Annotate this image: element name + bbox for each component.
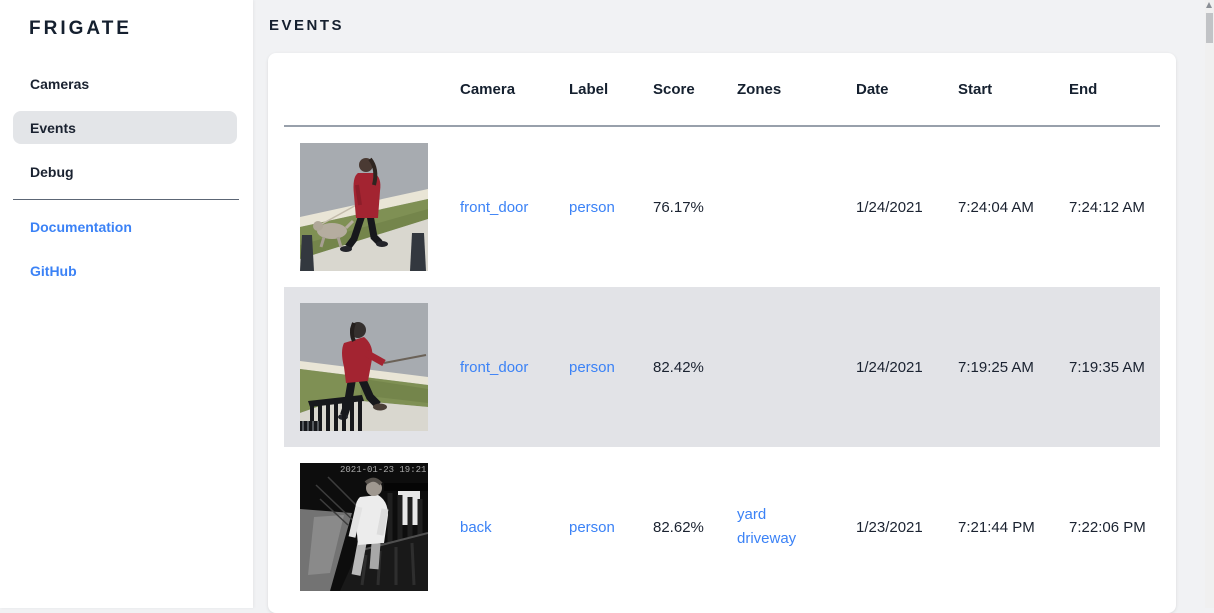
score-cell: 76.17% xyxy=(653,198,704,216)
sidebar-link-documentation[interactable]: Documentation xyxy=(13,210,237,243)
event-thumbnail-image[interactable] xyxy=(300,303,428,431)
camera-cell: front_door xyxy=(460,199,569,216)
camera-link[interactable]: front_door xyxy=(460,198,529,216)
start-cell: 7:21:44 PM xyxy=(958,518,1035,536)
zone-link[interactable]: yard xyxy=(737,506,767,523)
app-logo: FRIGATE xyxy=(29,18,132,39)
sidebar-link-label: GitHub xyxy=(30,262,77,279)
label-link[interactable]: person xyxy=(569,518,615,536)
sidebar-link-label: Documentation xyxy=(30,218,132,235)
table-row: front_door person 76.17% 1/24/2021 7:24:… xyxy=(284,127,1160,287)
thumbnail-cell: 2021-01-23 19:21:42 xyxy=(284,463,460,591)
zone-link[interactable]: driveway xyxy=(737,530,797,547)
column-label: Label xyxy=(569,80,609,98)
sidebar-link-github[interactable]: GitHub xyxy=(13,254,237,287)
column-zones: Zones xyxy=(737,80,782,98)
zones-cell: yard driveway xyxy=(737,503,856,551)
sidebar-divider xyxy=(13,199,239,200)
thumbnail-cell xyxy=(284,143,460,271)
start-cell: 7:24:04 AM xyxy=(958,198,1034,216)
end-cell: 7:24:12 AM xyxy=(1069,198,1145,216)
sidebar-nav: Cameras Events Debug Documentation GitHu… xyxy=(0,67,253,287)
sidebar-item-label: Cameras xyxy=(30,75,90,92)
label-link[interactable]: person xyxy=(569,198,615,216)
column-end: End xyxy=(1069,80,1098,98)
end-cell: 7:19:35 AM xyxy=(1069,358,1145,376)
camera-link[interactable]: front_door xyxy=(460,358,529,376)
date-cell: 1/23/2021 xyxy=(856,518,923,536)
score-cell: 82.62% xyxy=(653,518,704,536)
table-row: front_door person 82.42% 1/24/2021 7:19:… xyxy=(284,287,1160,447)
event-thumbnail-image[interactable] xyxy=(300,143,428,271)
camera-cell: back xyxy=(460,519,569,536)
sidebar-item-events[interactable]: Events xyxy=(13,111,237,144)
scrollbar-thumb[interactable] xyxy=(1206,13,1213,43)
label-cell: person xyxy=(569,519,653,536)
events-card: Camera Label Score Zones Date Start End xyxy=(268,53,1176,613)
column-camera: Camera xyxy=(460,80,516,98)
thumbnail-cell xyxy=(284,303,460,431)
table-header: Camera Label Score Zones Date Start End xyxy=(284,53,1160,127)
table-row: 2021-01-23 19:21:42 back person 82.62% y… xyxy=(284,447,1160,607)
column-score: Score xyxy=(653,80,695,98)
thumbnail-timestamp-overlay: 2021-01-23 19:21:42 xyxy=(340,465,428,475)
sidebar-item-cameras[interactable]: Cameras xyxy=(13,67,237,100)
sidebar-item-label: Debug xyxy=(30,163,74,180)
label-cell: person xyxy=(569,359,653,376)
camera-cell: front_door xyxy=(460,359,569,376)
date-cell: 1/24/2021 xyxy=(856,198,923,216)
column-date: Date xyxy=(856,80,889,98)
camera-link[interactable]: back xyxy=(460,518,492,536)
label-link[interactable]: person xyxy=(569,358,615,376)
event-thumbnail-image[interactable]: 2021-01-23 19:21:42 xyxy=(300,463,428,591)
start-cell: 7:19:25 AM xyxy=(958,358,1034,376)
scroll-up-arrow-icon[interactable] xyxy=(1206,2,1212,8)
sidebar: FRIGATE Cameras Events Debug Documentati… xyxy=(0,0,253,608)
label-cell: person xyxy=(569,199,653,216)
end-cell: 7:22:06 PM xyxy=(1069,518,1146,536)
column-start: Start xyxy=(958,80,993,98)
sidebar-item-label: Events xyxy=(30,119,76,136)
sidebar-item-debug[interactable]: Debug xyxy=(13,155,237,188)
page-scrollbar[interactable] xyxy=(1205,0,1214,608)
date-cell: 1/24/2021 xyxy=(856,358,923,376)
page-title: EVENTS xyxy=(269,17,345,34)
score-cell: 82.42% xyxy=(653,358,704,376)
